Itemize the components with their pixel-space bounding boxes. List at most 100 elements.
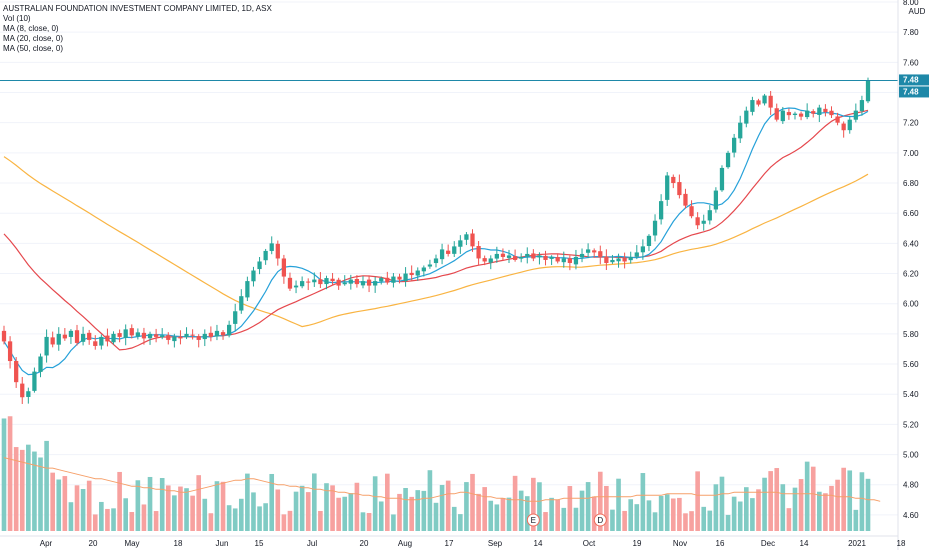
- volume-bar: [512, 475, 518, 531]
- candle-body: [7, 341, 13, 362]
- volume-bar: [263, 503, 268, 531]
- last-price-tag: [899, 74, 929, 86]
- volume-bar: [50, 472, 55, 531]
- candle-body: [26, 391, 31, 397]
- time-tick-label: Apr: [40, 539, 53, 548]
- candle-body: [792, 113, 798, 116]
- candle-body: [805, 110, 810, 118]
- candle-body: [160, 335, 165, 338]
- candle-body: [841, 123, 846, 131]
- candle-body: [141, 332, 147, 339]
- candle-body: [293, 285, 299, 288]
- volume-bar: [853, 509, 859, 531]
- volume-bar: [573, 507, 579, 531]
- volume-bar: [591, 496, 597, 531]
- volume-bar: [537, 482, 542, 531]
- volume-bar: [245, 473, 250, 531]
- volume-bar: [159, 478, 165, 531]
- candle-body: [665, 175, 670, 200]
- volume-bar: [293, 491, 299, 531]
- volume-bar: [628, 499, 634, 531]
- volume-bar: [774, 468, 780, 531]
- candle-body: [32, 371, 37, 391]
- candle-body: [373, 281, 378, 286]
- volume-bar: [366, 513, 372, 531]
- candle-body: [348, 279, 353, 284]
- event-marker: [593, 513, 607, 527]
- last-price-tags: 7.48 7.48: [899, 74, 929, 98]
- candle-body: [610, 259, 615, 263]
- volume-bar: [823, 493, 828, 531]
- time-axis-ticks[interactable]: Apr 20 May 18 Jun 15 Jul 20 Aug 17 Sep 14 Oct 19 Nov 16…: [40, 539, 906, 548]
- candle-body: [817, 107, 822, 115]
- candle-body: [683, 193, 688, 206]
- price-tick-label: 6.20: [903, 270, 919, 279]
- time-tick-label: Jul: [307, 539, 317, 548]
- volume-bar: [172, 495, 177, 531]
- candle-body: [257, 261, 262, 270]
- volume-bar: [196, 475, 202, 531]
- volume-ma-line: [3, 457, 881, 502]
- candle-body: [634, 252, 639, 257]
- volume-bar: [1, 418, 7, 531]
- candlesticks: [1, 77, 871, 404]
- price-tick-label: 6.00: [903, 300, 919, 309]
- volume-bar: [841, 467, 846, 531]
- volume-bar: [555, 499, 561, 531]
- volume-bar: [482, 487, 487, 531]
- price-tick-label: 6.80: [903, 179, 919, 188]
- volume-bar: [798, 479, 804, 531]
- volume-bar: [646, 500, 652, 531]
- volume-bar: [421, 490, 427, 531]
- candle-body: [573, 256, 579, 265]
- last-price-tag: [899, 86, 929, 98]
- price-tick-label: 4.80: [903, 481, 919, 490]
- candle-body: [677, 182, 682, 196]
- chart-title: AUSTRALIAN FOUNDATION INVESTMENT COMPANY…: [3, 4, 272, 13]
- time-tick-label: 17: [445, 539, 454, 548]
- time-tick-label: 15: [255, 539, 264, 548]
- candle-body: [147, 333, 153, 339]
- volume-bar: [750, 498, 755, 531]
- legend-vol: Vol (10): [3, 14, 31, 23]
- time-tick-label: Oct: [583, 539, 596, 548]
- volume-bar: [677, 497, 682, 531]
- candle-body: [123, 329, 128, 338]
- candle-body: [281, 258, 287, 277]
- volume-bar: [780, 484, 786, 531]
- volume-bar: [616, 478, 621, 531]
- volume-bar: [670, 498, 676, 531]
- volume-bar: [768, 471, 773, 531]
- price-tick-label: 5.40: [903, 390, 919, 399]
- volume-bar: [622, 510, 627, 531]
- price-tick-label: 6.60: [903, 209, 919, 218]
- volume-bar: [62, 476, 68, 531]
- volume-bar: [652, 512, 658, 531]
- candle-body: [725, 152, 731, 168]
- candle-body: [178, 336, 183, 339]
- volume-bar: [208, 513, 214, 531]
- volume-bar: [859, 472, 865, 531]
- volume-bar: [640, 473, 646, 531]
- volume-bar: [178, 486, 183, 531]
- last-price-value: 7.48: [903, 87, 919, 96]
- volume-bar: [762, 477, 767, 531]
- candle-body: [713, 190, 719, 210]
- time-tick-label: 14: [534, 539, 543, 548]
- volume-bar: [409, 496, 414, 531]
- candle-body: [172, 336, 177, 342]
- candle-body: [239, 296, 244, 311]
- candle-body: [774, 108, 779, 120]
- price-tick-label: 4.60: [903, 511, 919, 520]
- volume-bar: [190, 495, 195, 531]
- price-tick-label: 5.20: [903, 420, 919, 429]
- candle-body: [214, 330, 220, 337]
- volume-bar: [105, 508, 110, 531]
- candle-body: [555, 257, 560, 262]
- candle-body: [427, 264, 433, 267]
- volume-bar: [269, 473, 275, 531]
- volume-bar: [287, 510, 293, 531]
- volume-bar: [238, 498, 244, 531]
